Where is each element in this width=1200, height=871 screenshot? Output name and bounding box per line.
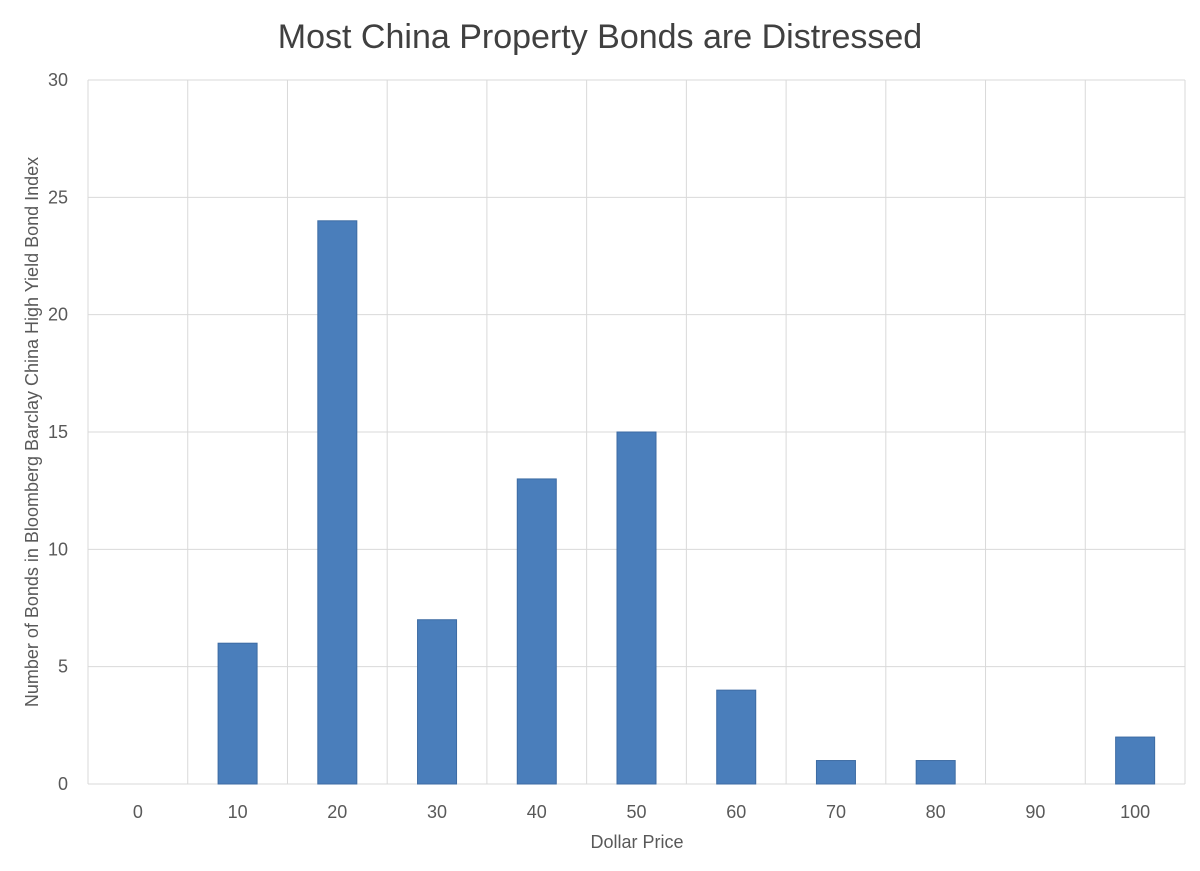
bar-10 <box>217 642 258 785</box>
y-tick-label: 30 <box>48 70 68 90</box>
x-tick-label: 60 <box>726 802 746 822</box>
bar-20 <box>317 220 358 785</box>
y-axis-title: Number of Bonds in Bloomberg Barclay Chi… <box>22 157 42 707</box>
x-tick-label: 80 <box>926 802 946 822</box>
x-axis-title: Dollar Price <box>590 832 683 852</box>
bar-60 <box>716 689 757 785</box>
y-tick-label: 25 <box>48 187 68 207</box>
y-tick-label: 20 <box>48 305 68 325</box>
y-tick-label: 15 <box>48 422 68 442</box>
y-tick-label: 0 <box>58 774 68 794</box>
chart-title: Most China Property Bonds are Distressed <box>278 18 922 56</box>
x-tick-label: 50 <box>626 802 646 822</box>
bar-50 <box>616 431 657 785</box>
x-tick-label: 10 <box>228 802 248 822</box>
bar-70 <box>815 760 856 785</box>
x-axis-ticks: 0 10 20 30 40 50 60 70 80 90 100 <box>133 802 1150 822</box>
x-tick-label: 30 <box>427 802 447 822</box>
y-tick-label: 5 <box>58 657 68 677</box>
x-tick-label: 40 <box>527 802 547 822</box>
grid-lines <box>87 79 1186 785</box>
x-tick-label: 0 <box>133 802 143 822</box>
bar-40 <box>516 478 557 785</box>
bar-30 <box>417 619 458 785</box>
x-tick-label: 20 <box>327 802 347 822</box>
y-axis-ticks: 0 5 10 15 20 25 30 <box>48 70 68 794</box>
x-tick-label: 100 <box>1120 802 1150 822</box>
x-tick-label: 70 <box>826 802 846 822</box>
x-tick-label: 90 <box>1025 802 1045 822</box>
bar-100 <box>1115 736 1156 785</box>
bar-80 <box>915 760 956 785</box>
y-tick-label: 10 <box>48 539 68 559</box>
bars <box>217 220 1156 785</box>
